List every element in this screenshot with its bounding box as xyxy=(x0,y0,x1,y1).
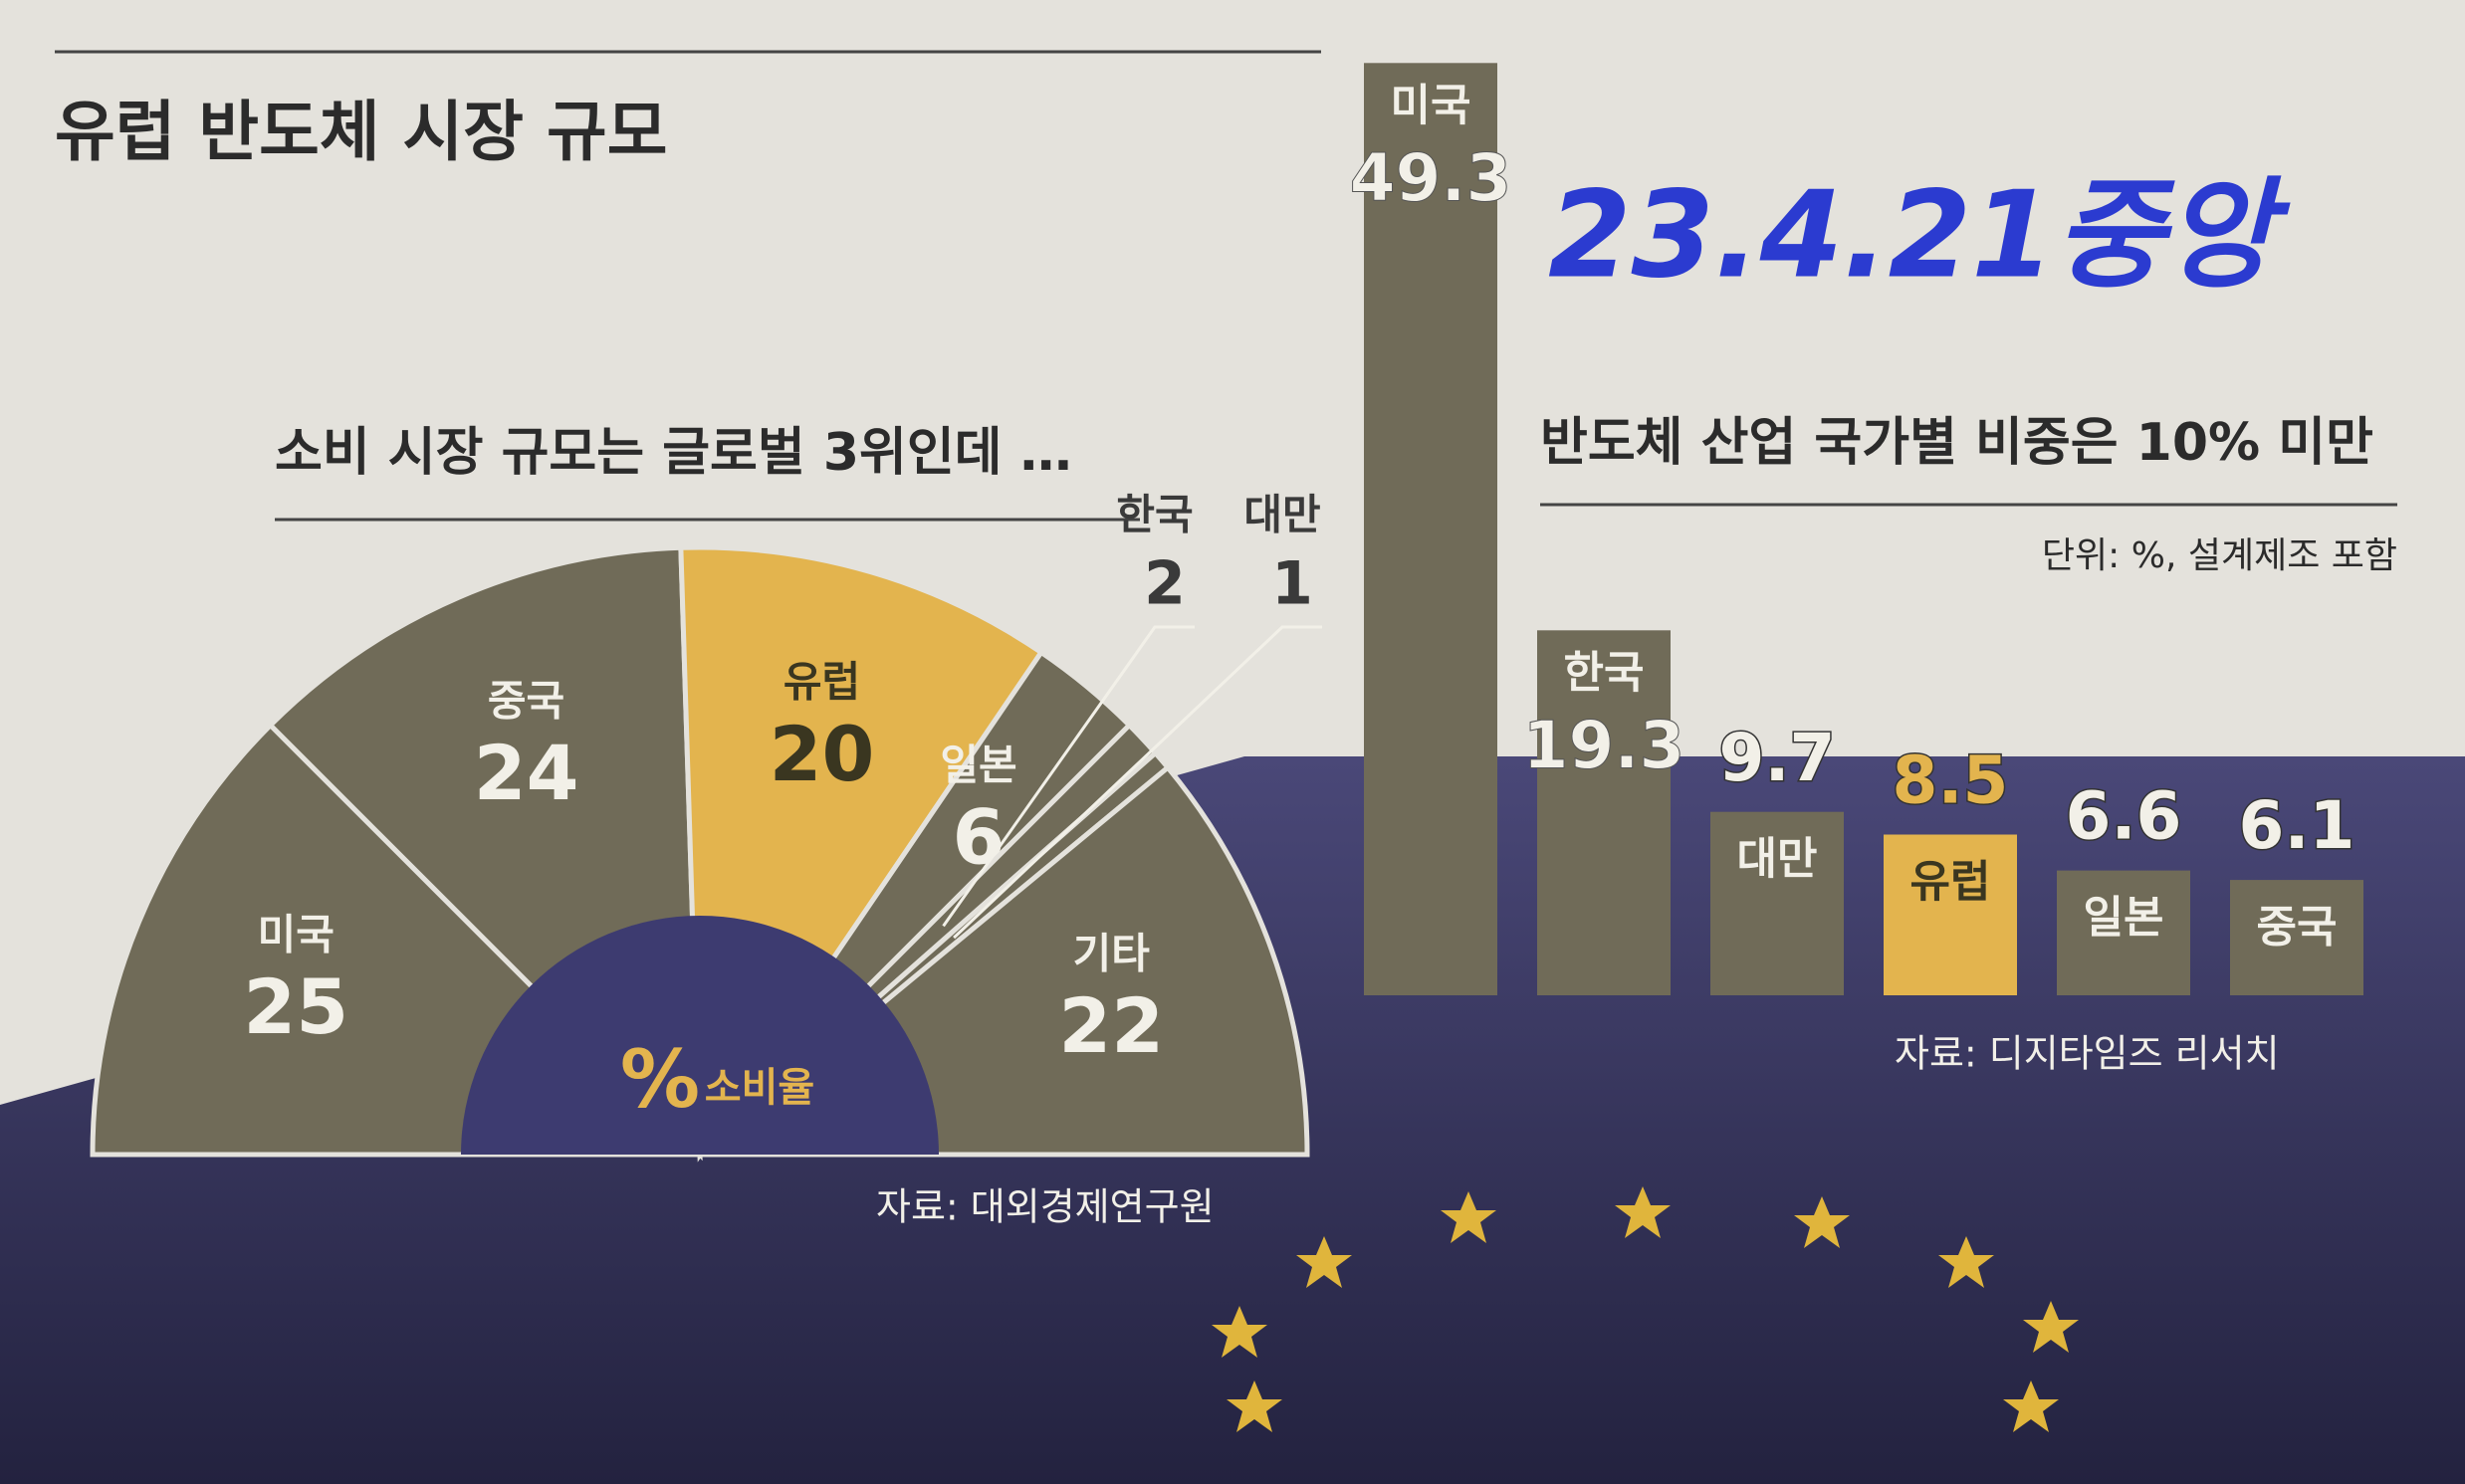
pie-title: 소비 시장 규모는 글로벌 3위인데 … xyxy=(275,423,1072,483)
bar-category: 미국 xyxy=(1391,80,1471,130)
slice-category: 미국 xyxy=(258,910,335,958)
stars xyxy=(1212,1186,2079,1432)
slice-category: 한국 xyxy=(1116,491,1193,539)
slice-value: 25 xyxy=(243,962,348,1051)
bar xyxy=(1537,630,1671,995)
bar-category: 중국 xyxy=(2257,902,2338,953)
bar-category: 유럽 xyxy=(1910,857,1991,908)
bar xyxy=(1884,834,2017,995)
leader-line xyxy=(953,625,1322,940)
bar-value: 6.1 xyxy=(2239,787,2355,864)
handwritten-note: 23.4.21중앙 xyxy=(1548,167,2291,306)
bar-value: 19.3 xyxy=(1523,707,1685,783)
bar xyxy=(2057,870,2190,995)
slice-value: 1 xyxy=(1271,549,1313,619)
slice-category: 중국 xyxy=(488,676,564,725)
slice-category: 대만 xyxy=(1243,491,1320,539)
slice-value: 22 xyxy=(1058,981,1164,1070)
bar-value: 9.7 xyxy=(1719,720,1836,796)
source: 자료: 디지타임즈 리서치 xyxy=(1895,1032,2280,1076)
slice-category: 일본 xyxy=(940,741,1016,789)
bar-category: 일본 xyxy=(2084,893,2164,944)
slice-value: 2 xyxy=(1144,549,1186,619)
bar xyxy=(1364,63,1497,996)
slice-value: 24 xyxy=(474,729,579,817)
pie-center xyxy=(461,916,939,1155)
bar-category: 대만 xyxy=(1737,834,1818,885)
slice-category: 유럽 xyxy=(784,658,860,707)
bar-value: 8.5 xyxy=(1893,742,2009,819)
slice-value: 20 xyxy=(770,710,875,798)
unit-note: 단위: %, 설계제조 포함 xyxy=(2042,535,2397,576)
bar-value: 49.3 xyxy=(1350,139,1512,216)
center-label: 소비율 xyxy=(705,1065,814,1111)
leader-line xyxy=(942,625,1195,928)
center-symbol: % xyxy=(620,1033,700,1126)
source: 자료: 대외경제연구원 xyxy=(876,1185,1215,1229)
bar-category: 한국 xyxy=(1564,647,1645,698)
main-title: 유럽 반도체 시장 규모 xyxy=(55,94,667,170)
bar xyxy=(1710,811,1844,995)
slice-category: 기타 xyxy=(1073,930,1151,978)
bar-value: 6.6 xyxy=(2066,778,2182,855)
bar-title: 반도체 산업 국가별 비중은 10% 미만 xyxy=(1540,413,2373,473)
bar xyxy=(2230,880,2363,995)
